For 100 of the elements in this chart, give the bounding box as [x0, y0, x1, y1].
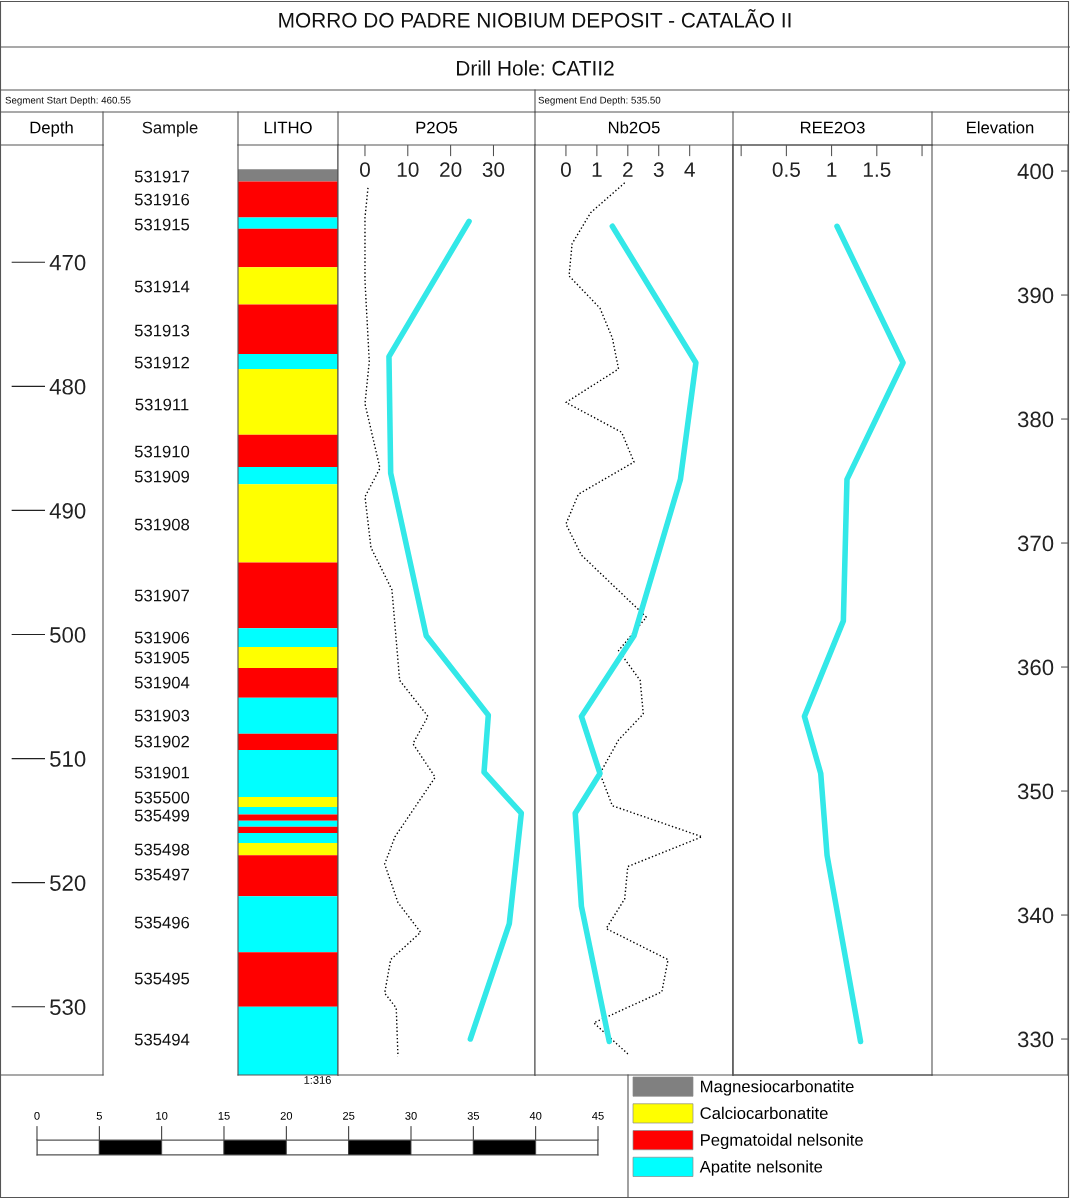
x-tick-label: 30 — [482, 162, 505, 177]
annotation: 535498 — [134, 843, 190, 856]
legend-label: Apatite nelsonite — [699, 1160, 823, 1176]
annotation: 531912 — [134, 356, 189, 369]
x-axis-title: LITHO — [264, 121, 312, 134]
bar — [238, 806, 338, 815]
y2-tick-label: 330 — [1017, 1031, 1054, 1048]
text: Segment Start Depth: 460.55 — [5, 96, 131, 106]
x-tick-label: 4 — [684, 162, 695, 177]
chart-title: Nb2O5 — [608, 121, 660, 134]
x-tick-label: 25 — [343, 1111, 355, 1120]
annotation: 531905 — [134, 651, 190, 664]
bar — [238, 797, 338, 807]
y2-axis-title: Elevation — [967, 121, 1034, 134]
y-tick-label: 490 — [49, 502, 86, 519]
bar — [238, 217, 338, 229]
x-tick-label: 20 — [280, 1111, 293, 1120]
bar — [238, 749, 338, 798]
annotation: 531915 — [134, 218, 190, 231]
bar — [238, 646, 338, 669]
x-tick-label: 10 — [397, 162, 419, 177]
annotation: 535497 — [134, 868, 189, 881]
x-tick-label: 1.5 — [863, 162, 891, 177]
annotation: 531907 — [134, 589, 189, 602]
text: MORRO DO PADRE NIOBIUM DEPOSIT - CATALÃO II — [279, 9, 791, 28]
annotation: 535495 — [134, 972, 190, 985]
bar — [238, 228, 338, 268]
x-tick-label: 1 — [592, 162, 602, 177]
annotation: 531916 — [134, 193, 190, 206]
x-tick-label: 5 — [96, 1111, 102, 1120]
bar — [238, 820, 338, 827]
y-tick-label: 520 — [50, 875, 86, 891]
legend-label: Magnesiocarbonatite — [701, 1080, 854, 1096]
bar — [238, 484, 338, 563]
bar — [238, 466, 338, 485]
annotation: 531911 — [135, 398, 189, 411]
y2-tick-label: 400 — [1017, 163, 1054, 180]
annotation: 531914 — [134, 280, 190, 293]
legend-label: Calciocarbonatite — [700, 1106, 828, 1120]
bar — [238, 952, 338, 1007]
x-tick-label: 15 — [218, 1111, 230, 1120]
y-tick-label: 500 — [50, 627, 86, 643]
x-tick-label: 20 — [440, 162, 462, 177]
bar — [238, 267, 338, 305]
bar — [238, 842, 338, 856]
bar — [238, 697, 338, 734]
bar — [238, 304, 338, 355]
bar — [238, 826, 338, 834]
annotation: 531906 — [134, 631, 190, 644]
bar — [238, 169, 338, 182]
y-tick-label: 530 — [50, 999, 86, 1016]
bar — [238, 896, 338, 953]
annotation: 535500 — [134, 791, 190, 804]
annotation: 531910 — [134, 445, 190, 458]
bar — [238, 814, 338, 821]
annotation: 535496 — [134, 916, 190, 929]
legend-label: Pegmatoidal nelsonite — [701, 1133, 863, 1150]
annotation: 531913 — [134, 324, 190, 337]
chart-title: P2O5 — [416, 121, 458, 134]
x-tick-label: 30 — [405, 1111, 417, 1120]
annotation: 531903 — [134, 709, 190, 722]
text: Drill Hole: CATII2 — [457, 60, 614, 76]
x-tick-label: 0 — [34, 1111, 40, 1120]
x-tick-label: 45 — [592, 1111, 604, 1120]
bar — [238, 628, 338, 647]
x-tick-label: 0.5 — [772, 162, 800, 177]
text: Sample — [142, 121, 198, 137]
annotation: 531909 — [134, 470, 190, 483]
bar — [238, 434, 338, 467]
bar — [238, 368, 338, 435]
annotation: 535499 — [134, 809, 190, 822]
y2-tick-label: 380 — [1017, 411, 1054, 428]
y2-tick-label: 350 — [1017, 783, 1054, 800]
annotation: 535494 — [134, 1033, 190, 1046]
x-tick-label: 10 — [156, 1111, 168, 1120]
chart-title: 1:316 — [304, 1076, 331, 1084]
x-tick-label: 0 — [360, 162, 370, 177]
annotation: 531901 — [134, 766, 189, 779]
bar — [238, 733, 338, 750]
annotation: 531902 — [134, 735, 189, 748]
x-tick-label: 0 — [560, 162, 571, 177]
y2-tick-label: 340 — [1017, 907, 1054, 924]
bar — [238, 668, 338, 698]
y-tick-label: 510 — [50, 751, 86, 767]
x-tick-label: 40 — [529, 1111, 542, 1120]
annotation: 531904 — [134, 676, 190, 689]
x-tick-label: 2 — [623, 162, 633, 177]
bar — [238, 562, 338, 629]
y2-tick-label: 390 — [1017, 287, 1054, 304]
chart-title: REE2O3 — [800, 121, 865, 134]
x-tick-label: 35 — [467, 1111, 480, 1120]
bar — [238, 833, 338, 843]
y-tick-label: 470 — [49, 254, 86, 271]
bar — [238, 855, 338, 897]
y-axis-title: Depth — [30, 121, 73, 137]
annotation: 531908 — [134, 518, 190, 531]
text: Segment End Depth: 535.50 — [538, 96, 661, 106]
y2-tick-label: 360 — [1017, 659, 1054, 676]
y2-tick-label: 370 — [1017, 535, 1054, 552]
y-tick-label: 480 — [49, 378, 86, 395]
